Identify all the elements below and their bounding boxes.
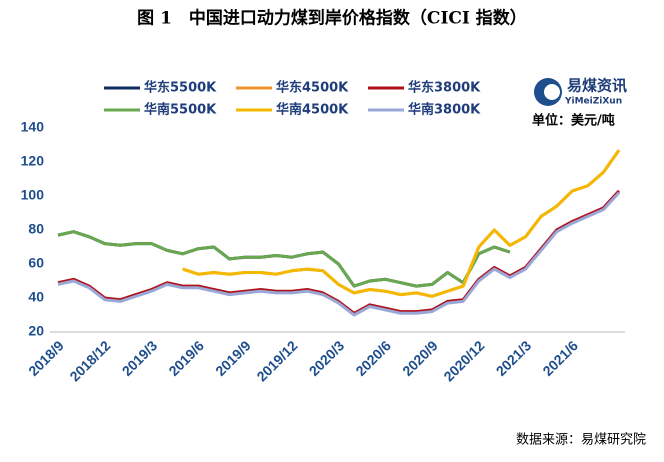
x-tick-label: 2021/6 bbox=[539, 337, 581, 379]
x-tick-label: 2019/3 bbox=[119, 337, 161, 379]
x-tick-label: 2019/9 bbox=[212, 337, 254, 379]
y-tick-label: 100 bbox=[21, 187, 45, 203]
legend-label: 华南4500K bbox=[276, 102, 349, 118]
legend-label: 华东4500K bbox=[276, 80, 349, 96]
legend-label: 华东5500K bbox=[144, 80, 217, 96]
series-line bbox=[182, 149, 621, 298]
y-tick-label: 40 bbox=[28, 289, 44, 305]
series-line bbox=[57, 230, 511, 288]
x-tick-label: 2018/9 bbox=[25, 337, 67, 379]
x-tick-label: 2019/6 bbox=[165, 337, 207, 379]
source: 数据来源：易煤研究院 bbox=[516, 433, 646, 448]
x-tick-label: 2019/12 bbox=[253, 337, 300, 384]
series-line bbox=[57, 191, 621, 317]
logo-subtext: YiMeiZiXun bbox=[564, 97, 622, 107]
chart-title: 图 1 中国进口动力煤到岸价格指数（CICI 指数） bbox=[137, 8, 527, 29]
legend-label: 华南5500K bbox=[144, 102, 217, 118]
x-tick-label: 2020/3 bbox=[306, 337, 348, 379]
logo-text: 易煤资讯 bbox=[567, 77, 627, 95]
y-tick-label: 140 bbox=[21, 119, 45, 135]
logo-icon bbox=[544, 84, 560, 100]
x-tick-label: 2020/12 bbox=[440, 337, 487, 384]
x-tick-label: 2018/12 bbox=[66, 337, 113, 384]
y-tick-label: 120 bbox=[21, 153, 45, 169]
y-tick-label: 80 bbox=[28, 221, 44, 237]
series-line bbox=[182, 149, 621, 298]
logo: 易煤资讯 YiMeiZiXun bbox=[534, 77, 627, 107]
y-tick-label: 60 bbox=[28, 255, 44, 271]
legend-label: 华南3800K bbox=[408, 102, 481, 118]
x-tick-label: 2020/9 bbox=[399, 337, 441, 379]
unit-label: 单位：美元/吨 bbox=[532, 113, 615, 129]
legend-label: 华东3800K bbox=[408, 80, 481, 96]
x-tick-label: 2021/3 bbox=[493, 337, 535, 379]
y-tick-label: 20 bbox=[28, 323, 44, 339]
x-tick-label: 2020/6 bbox=[352, 337, 394, 379]
